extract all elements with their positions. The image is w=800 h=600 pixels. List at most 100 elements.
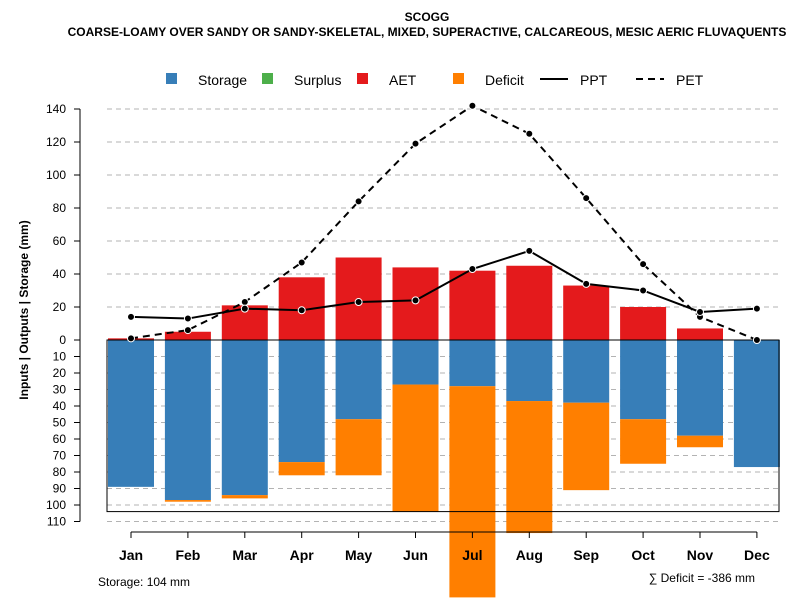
deficit-bar — [449, 386, 496, 598]
legend-label: Surplus — [294, 72, 341, 88]
legend-item-surplus: Surplus — [262, 72, 341, 88]
storage-bar — [449, 340, 496, 387]
pet-point — [639, 260, 648, 269]
x-tick-label: Jan — [119, 547, 143, 563]
storage-bar — [392, 340, 439, 385]
chart-title: SCOGG — [405, 10, 450, 24]
legend-swatch — [166, 73, 177, 84]
deficit-bar — [563, 402, 610, 491]
y-tick-label: 100 — [46, 168, 66, 182]
storage-bar — [620, 340, 667, 420]
legend-swatch — [357, 73, 368, 84]
legend-label: PPT — [580, 72, 608, 88]
legend-item-pet: PET — [636, 72, 704, 88]
aet-bar — [677, 328, 723, 340]
pet-point — [297, 258, 306, 267]
y-tick-label: 0 — [59, 333, 66, 347]
deficit-bar — [221, 495, 268, 499]
legend-item-aet: AET — [357, 72, 417, 88]
y-tick-label: 60 — [53, 234, 67, 248]
y-tick-label: 120 — [46, 135, 66, 149]
ppt-line — [130, 249, 757, 320]
storage-bar — [221, 340, 268, 496]
deficit-bar — [620, 419, 667, 464]
deficit-bar — [278, 462, 325, 476]
pet-point — [183, 326, 192, 335]
pet-point — [582, 194, 591, 203]
ppt-point — [411, 296, 420, 305]
pet-line — [130, 104, 758, 341]
ppt-point — [752, 304, 761, 313]
plot-frame — [106, 339, 780, 513]
x-tick-label: May — [345, 547, 372, 563]
ppt-point — [297, 306, 306, 315]
pet-point — [525, 129, 534, 138]
ppt-point — [525, 246, 534, 255]
y-tick-label: 50 — [53, 416, 67, 430]
pet-point — [127, 334, 135, 343]
x-tick-label: Jun — [403, 547, 428, 563]
y-tick-label: 80 — [53, 465, 67, 479]
storage-capacity-label: Storage: 104 mm — [98, 575, 190, 589]
x-tick-label: Dec — [744, 547, 770, 563]
y-tick-label: 10 — [53, 350, 67, 364]
y-tick-label: 80 — [53, 201, 67, 215]
y-tick-label: 140 — [46, 102, 66, 116]
aet-bar — [563, 285, 610, 340]
legend: Storage Surplus AET Deficit PPT PET — [166, 72, 704, 88]
storage-bar — [164, 340, 211, 501]
deficit-total-label: ∑ Deficit = -386 mm — [649, 571, 755, 585]
pet-point — [411, 139, 420, 148]
x-tick-label: Aug — [516, 547, 543, 563]
legend-label: PET — [676, 72, 704, 88]
pet-point — [354, 197, 363, 206]
y-tick-label: 20 — [53, 366, 67, 380]
y-tick-label: 60 — [53, 432, 67, 446]
pet-point — [468, 101, 477, 110]
storage-bar — [278, 340, 325, 463]
y-tick-label: 40 — [53, 267, 67, 281]
legend-label: AET — [389, 72, 417, 88]
legend-item-storage: Storage — [166, 72, 247, 88]
x-tick-label: Feb — [175, 547, 200, 563]
ppt-point — [183, 314, 192, 323]
x-tick-label: Jul — [462, 547, 482, 563]
deficit-bar — [392, 384, 439, 512]
pet-point — [240, 298, 249, 307]
x-tick-label: Nov — [687, 547, 714, 563]
chart-subtitle: COARSE-LOAMY OVER SANDY OR SANDY-SKELETA… — [68, 25, 787, 39]
x-tick-label: Mar — [232, 547, 257, 563]
gridlines — [107, 108, 779, 522]
storage-bar — [563, 340, 610, 403]
y-tick-label: 90 — [53, 482, 67, 496]
aet-bar — [164, 331, 211, 340]
ppt-point — [582, 279, 591, 288]
pet-point — [752, 336, 761, 344]
x-tick-label: Apr — [290, 547, 315, 563]
ppt-point — [468, 265, 477, 274]
storage-bar — [108, 340, 154, 487]
ppt-point — [240, 304, 249, 313]
deficit-bar — [164, 500, 211, 502]
y-axis-label: Inputs | Outputs | Storage (mm) — [17, 220, 31, 399]
deficit-bar — [506, 401, 553, 534]
aet-bar — [449, 270, 496, 340]
aet-bar — [506, 265, 553, 340]
ppt-point — [639, 286, 648, 295]
y-tick-label: 110 — [47, 515, 66, 529]
legend-item-deficit: Deficit — [453, 72, 524, 88]
ppt-point — [354, 298, 363, 307]
deficit-bar — [677, 435, 723, 448]
aet-bar — [620, 307, 667, 340]
storage-bar — [506, 340, 553, 402]
y-tick-label: 100 — [46, 498, 66, 512]
legend-item-ppt: PPT — [540, 72, 608, 88]
axes: 0 20 40 60 80 100 120 140 10 20 30 40 50 60 70 80 90 100 1… — [46, 102, 770, 563]
legend-swatch — [262, 73, 273, 84]
y-tick-label: 70 — [53, 449, 67, 463]
storage-bar — [677, 340, 723, 436]
y-tick-label: 40 — [53, 399, 67, 413]
storage-bar — [335, 340, 382, 420]
legend-label: Deficit — [485, 72, 524, 88]
